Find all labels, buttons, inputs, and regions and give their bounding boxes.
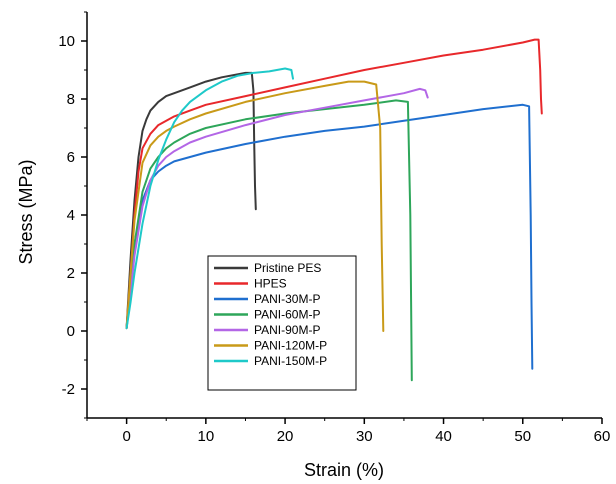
legend-box xyxy=(207,255,357,391)
legend-label: PANI-90M-P xyxy=(254,323,320,337)
ticks-layer: 0 10 20 30 40 50 60 -2 0 2 4 6 8 10 xyxy=(58,11,611,445)
y-tick-label: 8 xyxy=(67,91,75,108)
series-layer xyxy=(125,38,543,382)
y-tick-label: 4 xyxy=(67,207,75,224)
legend-label: Pristine PES xyxy=(254,261,321,275)
legend-label: PANI-150M-P xyxy=(254,354,327,368)
series-line-1 xyxy=(125,71,257,330)
x-tick-label: 40 xyxy=(435,428,452,445)
y-tick-label: 0 xyxy=(67,323,75,340)
series-line-7 xyxy=(125,67,294,330)
legend-label: PANI-120M-P xyxy=(254,339,327,353)
x-tick-label: 20 xyxy=(277,428,294,445)
series-line-2 xyxy=(125,38,543,330)
x-tick-label: 60 xyxy=(594,428,611,445)
x-tick-label: 10 xyxy=(198,428,215,445)
legend-label: PANI-30M-P xyxy=(254,292,320,306)
legend-label: HPES xyxy=(254,277,287,291)
y-tick-label: 2 xyxy=(67,265,75,282)
legend: Pristine PESHPESPANI-30M-PPANI-60M-PPANI… xyxy=(207,255,357,391)
series-line-6 xyxy=(125,80,385,332)
y-axis-title: Stress (MPa) xyxy=(16,159,36,264)
series-line-4 xyxy=(125,99,413,382)
series-line-5 xyxy=(125,87,429,330)
y-tick-label: 6 xyxy=(67,149,75,166)
x-tick-label: 50 xyxy=(514,428,531,445)
x-tick-label: 30 xyxy=(356,428,373,445)
y-tick-label: 10 xyxy=(58,33,75,50)
x-tick-label: 0 xyxy=(122,428,130,445)
x-axis-title: Strain (%) xyxy=(304,460,384,480)
y-tick-label: -2 xyxy=(62,381,75,398)
legend-label: PANI-60M-P xyxy=(254,308,320,322)
